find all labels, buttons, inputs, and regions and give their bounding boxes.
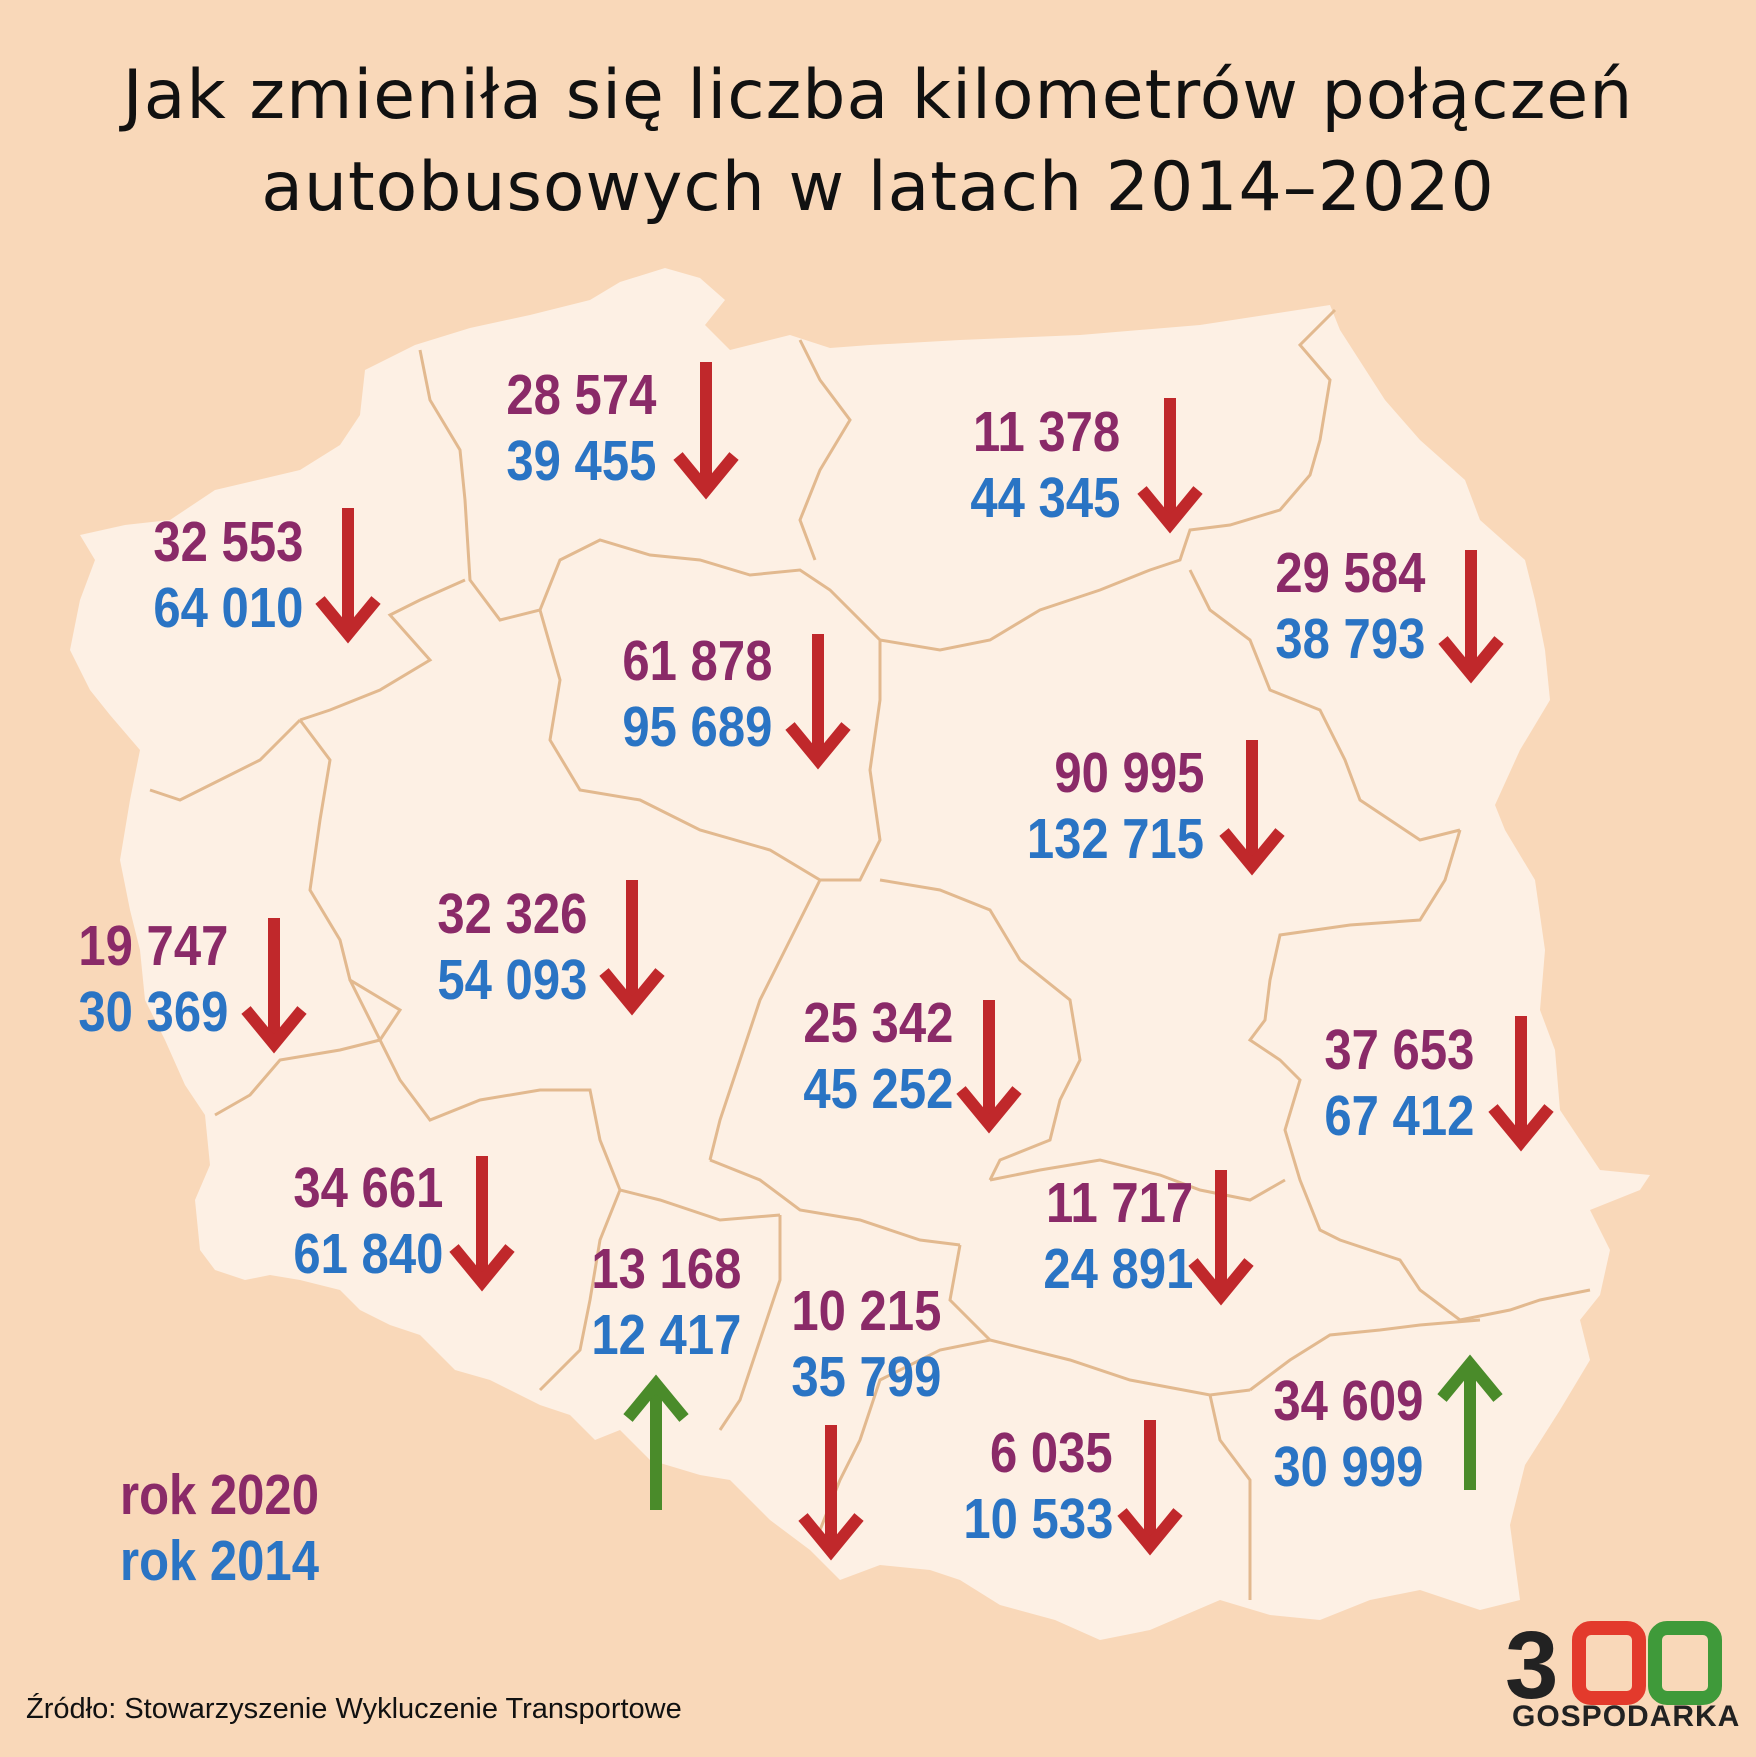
region-podlaskie: 29 584 38 793 <box>1120 540 1425 672</box>
region-swietokrzyskie: 11 717 24 891 <box>1010 1170 1193 1302</box>
value-2014: 38 793 <box>1275 607 1425 671</box>
region-lodzkie: 25 342 45 252 <box>760 990 953 1122</box>
legend-2014: rok 2014 <box>120 1529 319 1593</box>
logo-300: 3 <box>1505 1612 1722 1719</box>
title-line-1: Jak zmieniła się liczba kilometrów połąc… <box>122 56 1634 135</box>
value-2020: 32 553 <box>153 510 303 574</box>
region-opolskie: 13 168 12 417 <box>560 1236 741 1368</box>
value-2014: 132 715 <box>1026 807 1204 871</box>
value-2014: 30 369 <box>78 980 228 1044</box>
region-malopolskie: 6 035 10 533 <box>940 1420 1113 1552</box>
legend-2020: rok 2020 <box>120 1463 319 1527</box>
value-2020: 34 609 <box>1273 1369 1423 1433</box>
value-2014: 12 417 <box>591 1303 741 1367</box>
region-pomorskie: 28 574 39 455 <box>440 362 656 494</box>
value-2014: 64 010 <box>153 576 303 640</box>
chart-title: Jak zmieniła się liczba kilometrów połąc… <box>0 50 1756 234</box>
region-lubelskie: 37 653 67 412 <box>1300 1017 1474 1149</box>
value-2014: 44 345 <box>970 466 1120 530</box>
region-borders <box>149 308 1591 1600</box>
title-line-2: autobusowych w latach 2014–2020 <box>261 148 1495 227</box>
region-lubuskie: 19 747 30 369 <box>40 913 228 1045</box>
logo-wordmark: GOSPODARKA <box>1512 1700 1741 1733</box>
legend: rok 2020 rok 2014 <box>120 1462 351 1594</box>
value-2014: 95 689 <box>622 695 772 759</box>
region-zachodniopomorskie: 32 553 64 010 <box>100 509 303 641</box>
value-2020: 6 035 <box>990 1421 1113 1485</box>
value-2020: 32 326 <box>437 882 587 946</box>
value-2020: 34 661 <box>293 1156 443 1220</box>
value-2014: 35 799 <box>791 1345 941 1409</box>
value-2014: 61 840 <box>293 1222 443 1286</box>
value-2020: 19 747 <box>78 914 228 978</box>
value-2014: 24 891 <box>1043 1237 1193 1301</box>
source-note: Źródło: Stowarzyszenie Wykluczenie Trans… <box>26 1693 682 1725</box>
region-kujawsko-pomorskie: 61 878 95 689 <box>540 628 772 760</box>
value-2014: 39 455 <box>506 429 656 493</box>
region-slaskie: 10 215 35 799 <box>760 1278 941 1410</box>
country-outline <box>70 268 1650 1640</box>
value-2020: 11 378 <box>972 400 1120 464</box>
value-2014: 45 252 <box>803 1057 953 1121</box>
value-2020: 29 584 <box>1275 541 1425 605</box>
region-warminsko-mazurskie: 11 378 44 345 <box>860 399 1120 531</box>
value-2020: 61 878 <box>622 629 772 693</box>
region-mazowieckie: 90 995 132 715 <box>900 740 1204 872</box>
value-2020: 13 168 <box>591 1237 741 1301</box>
region-wielkopolskie: 32 326 54 093 <box>380 881 587 1013</box>
region-dolnoslaskie: 34 661 61 840 <box>250 1155 443 1287</box>
svg-text:3: 3 <box>1505 1612 1558 1719</box>
value-2020: 90 995 <box>1054 741 1204 805</box>
value-2014: 10 533 <box>963 1487 1113 1551</box>
value-2020: 10 215 <box>791 1279 941 1343</box>
value-2020: 28 574 <box>506 363 656 427</box>
value-2020: 25 342 <box>803 991 953 1055</box>
value-2014: 30 999 <box>1273 1435 1423 1499</box>
value-2020: 37 653 <box>1324 1018 1474 1082</box>
region-podkarpackie: 34 609 30 999 <box>1250 1368 1423 1500</box>
value-2014: 67 412 <box>1324 1084 1474 1148</box>
value-2020: 11 717 <box>1045 1171 1193 1235</box>
value-2014: 54 093 <box>437 948 587 1012</box>
